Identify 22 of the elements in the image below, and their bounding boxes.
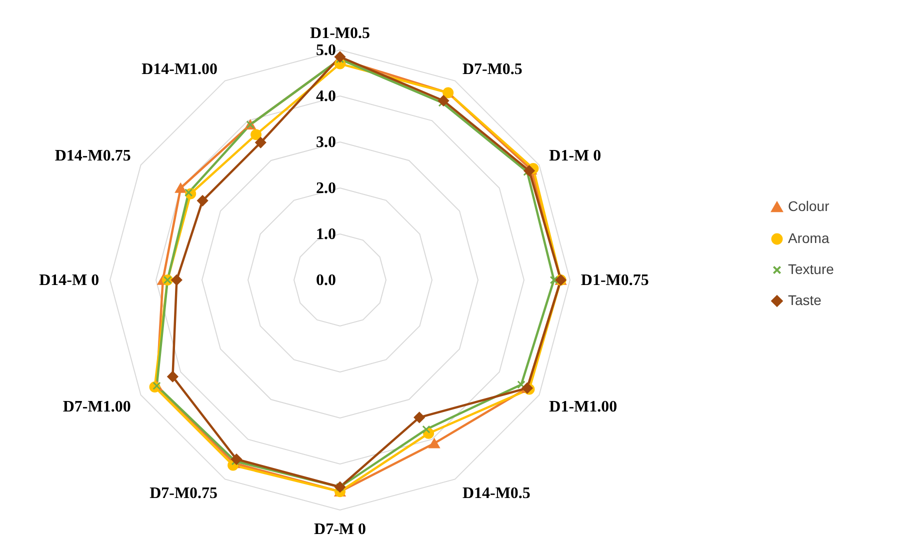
spoke-label: D7-M0.75	[150, 485, 218, 502]
legend-label: Aroma	[788, 230, 830, 246]
y-tick-label: 5.0	[316, 42, 336, 59]
spoke-label: D1-M0.75	[580, 272, 649, 289]
spoke-label: D14-M0.75	[54, 148, 131, 165]
y-tick-label: 1.0	[316, 226, 336, 243]
spoke-label: D1-M0.5	[310, 25, 370, 42]
y-tick-label: 2.0	[316, 180, 336, 197]
spoke-label: D14-M 0	[39, 272, 100, 289]
legend-label: Colour	[788, 198, 830, 214]
y-tick-label: 4.0	[316, 88, 336, 105]
spoke-label: D14-M0.5	[462, 485, 530, 502]
spoke-label: D1-M1.00	[549, 398, 618, 416]
spoke-label: D7-M1.00	[62, 398, 131, 416]
legend-label: Taste	[788, 292, 822, 308]
y-tick-label: 0.0	[316, 272, 336, 289]
y-tick-label: 3.0	[316, 134, 336, 151]
spoke-label: D14-M1.00	[142, 60, 218, 78]
legend-label: Texture	[788, 261, 834, 277]
spoke-label: D7-M0.5	[462, 60, 522, 78]
spoke-label: D7-M 0	[314, 520, 366, 538]
spoke-label: D1-M 0	[549, 148, 602, 165]
